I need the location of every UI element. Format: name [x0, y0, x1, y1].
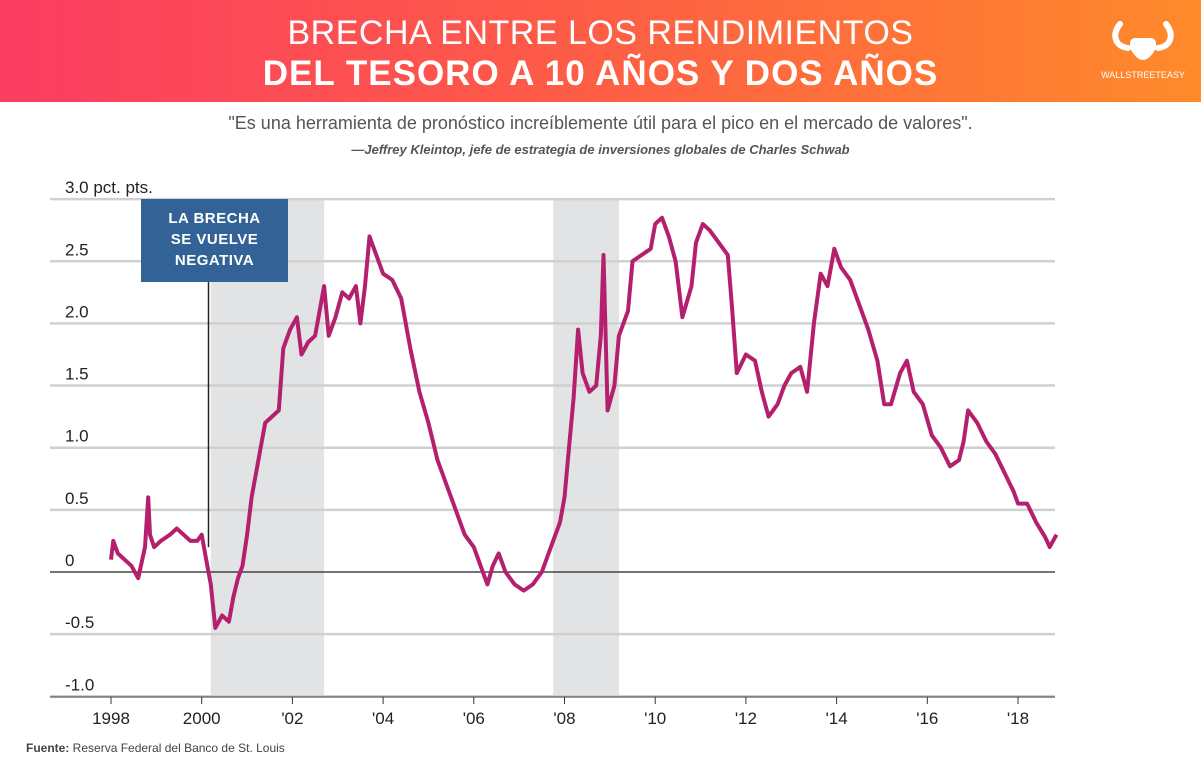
x-tick-label: 1998	[92, 709, 130, 728]
x-tick-label: '12	[735, 709, 757, 728]
x-tick-label: '04	[372, 709, 394, 728]
x-tick-label: 2000	[183, 709, 221, 728]
header-banner: BRECHA ENTRE LOS RENDIMIENTOS DEL TESORO…	[0, 0, 1201, 102]
y-tick-label: -1.0	[65, 675, 94, 694]
y-tick-label: 3.0 pct. pts.	[65, 178, 153, 197]
source-text: Reserva Federal del Banco de St. Louis	[69, 741, 285, 755]
y-tick-label: 2.0	[65, 302, 89, 321]
y-tick-label: 0	[65, 551, 74, 570]
x-tick-label: '10	[644, 709, 666, 728]
wallstreeteasy-logo: WALLSTREETEASY	[1090, 18, 1196, 84]
logo-text: WALLSTREETEASY	[1101, 70, 1185, 80]
x-tick-label: '16	[916, 709, 938, 728]
annotation-line-1: LA BRECHA	[168, 210, 261, 227]
x-tick-label: '06	[463, 709, 485, 728]
y-tick-label: 2.5	[65, 240, 89, 259]
x-tick-label: '08	[553, 709, 575, 728]
y-tick-label: -0.5	[65, 613, 94, 632]
y-tick-label: 0.5	[65, 489, 89, 508]
series-line	[109, 215, 1059, 630]
annotation-line-3: NEGATIVA	[174, 252, 255, 269]
title-line-2: DEL TESORO A 10 AÑOS Y DOS AÑOS	[262, 54, 939, 93]
quote: "Es una herramienta de pronóstico increí…	[228, 113, 973, 133]
y-tick-label: 1.0	[65, 427, 89, 446]
y-tick-label: 1.5	[65, 365, 89, 384]
x-tick-label: '02	[281, 709, 303, 728]
bull-fist-icon	[1112, 21, 1174, 60]
source-note: Fuente: Reserva Federal del Banco de St.…	[26, 741, 285, 755]
source-label: Fuente:	[26, 741, 70, 755]
x-tick-label: '14	[826, 709, 848, 728]
x-tick-label: '18	[1007, 709, 1029, 728]
title-line-1: BRECHA ENTRE LOS RENDIMIENTOS	[287, 14, 914, 52]
quote-author: —Jeffrey Kleintop, jefe de estrategia de…	[351, 142, 850, 157]
annotation-callout: LA BRECHA SE VUELVE NEGATIVA	[141, 199, 288, 282]
annotation-line-2: SE VUELVE	[170, 231, 259, 248]
